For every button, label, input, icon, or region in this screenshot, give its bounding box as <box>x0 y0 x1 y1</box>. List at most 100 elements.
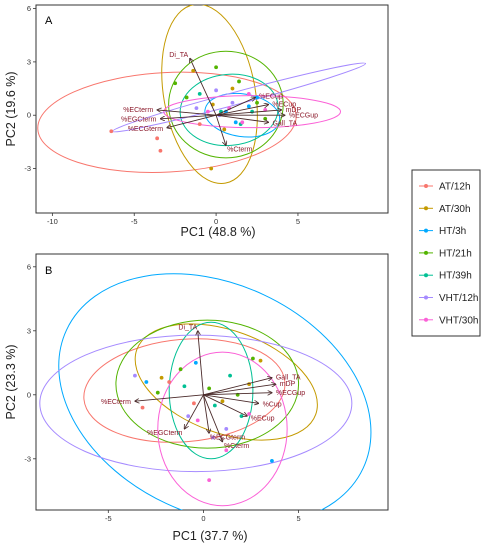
loading-arrow <box>203 394 258 404</box>
data-point-vht-30h <box>195 418 200 423</box>
confidence-ellipse-vht-30h <box>163 95 342 129</box>
data-point-vht-12h <box>211 435 215 440</box>
legend-item: AT/12h <box>419 182 471 193</box>
legend-item: VHT/30h <box>419 315 478 326</box>
data-point-at-30h <box>191 68 196 73</box>
data-point-at-12h <box>109 129 114 134</box>
y-tick-label: 3 <box>27 326 31 335</box>
data-point-ht-3h <box>270 459 274 463</box>
data-point-ht-3h <box>193 360 198 365</box>
legend-swatch-dot <box>424 250 428 255</box>
data-point-vht-30h <box>206 109 210 114</box>
data-point-at-30h <box>209 166 214 171</box>
loading-label: %EGCterm <box>121 117 157 124</box>
data-point-vht-12h <box>186 414 191 419</box>
data-point-vht-30h <box>207 478 212 483</box>
loading-label: %ECGterm <box>128 126 164 133</box>
loading-label: %ECup <box>259 93 283 100</box>
data-point-ht-39h <box>228 373 232 378</box>
legend-swatch-dot <box>424 206 428 211</box>
legend-swatch-dot <box>424 273 428 278</box>
loading-arrow <box>157 110 217 116</box>
data-point-at-30h <box>230 86 235 91</box>
legend-items: AT/12h AT/30h HT/3h HT/21h HT/39h VHT/12h VHT/… <box>419 182 478 326</box>
data-point-at-12h <box>155 136 160 141</box>
data-point-vht-12h <box>133 373 137 378</box>
loading-arrow <box>215 115 226 145</box>
loading-label: %ECGup <box>276 390 305 397</box>
y-tick-label: 6 <box>27 4 31 13</box>
loading-label: %ECterm <box>123 107 153 114</box>
x-tick-label: -5 <box>131 217 138 226</box>
panel-b-y-axis-title: PC2 (23.3 %) <box>4 344 18 419</box>
y-tick-label: 0 <box>27 390 31 399</box>
loading-arrow <box>216 105 268 116</box>
loading-label: %Cterm <box>227 147 252 154</box>
legend-item: VHT/12h <box>419 293 478 304</box>
data-point-ht-21h <box>214 65 218 70</box>
data-point-ht-21h <box>251 356 255 361</box>
loading-arrow <box>216 114 268 122</box>
data-point-at-12h <box>167 380 172 384</box>
loading-arrow <box>184 394 204 429</box>
confidence-ellipse-at-12h <box>37 71 297 174</box>
loading-arrow <box>203 393 271 395</box>
data-point-ht-3h <box>144 380 149 384</box>
panel-a-frame <box>35 4 389 214</box>
loading-label: %ECup <box>251 415 275 422</box>
y-tick-label: 6 <box>27 262 31 271</box>
loading-label: %ECGterm <box>210 435 246 442</box>
data-point-at-12h <box>158 148 163 153</box>
confidence-ellipse-at-12h <box>83 338 286 443</box>
loading-label: %Cterm <box>224 443 249 450</box>
y-tick-label: 3 <box>27 57 31 66</box>
data-point-ht-21h <box>255 100 259 105</box>
loading-label: %ECterm <box>101 399 131 406</box>
loading-label: Gall_TA <box>272 120 297 127</box>
data-point-ht-21h <box>178 367 183 372</box>
loading-arrow <box>203 394 222 442</box>
x-tick-label: 5 <box>296 217 300 226</box>
legend-item: HT/21h <box>419 248 472 259</box>
loading-arrow <box>135 394 204 401</box>
data-point-vht-12h <box>230 100 235 105</box>
loading-arrow <box>203 384 275 396</box>
legend-swatch-dot <box>424 184 428 188</box>
data-point-at-30h <box>220 399 225 404</box>
data-point-ht-39h <box>197 91 202 96</box>
loading-label: %Cup <box>263 401 282 408</box>
panel-a-x-axis-title: PC1 (48.8 %) <box>180 225 255 239</box>
confidence-ellipse-vht-30h <box>157 351 288 507</box>
data-point-ht-21h <box>155 390 160 395</box>
data-point-vht-12h <box>214 88 218 93</box>
data-point-ht-3h <box>233 120 238 125</box>
confidence-ellipse-at-30h <box>161 5 258 185</box>
loading-arrow <box>160 114 217 119</box>
panel-a-y-axis-title: PC2 (19.6 %) <box>4 71 18 146</box>
legend-item: HT/3h <box>419 226 466 237</box>
legend-swatch-dot <box>424 295 428 300</box>
x-tick-label: 5 <box>296 514 300 523</box>
data-point-vht-12h <box>194 106 199 111</box>
loading-label: mDP <box>286 107 302 114</box>
panel-b-letter: B <box>45 265 52 277</box>
loading-label: %EGCterm <box>147 430 183 437</box>
loading-arrow <box>216 110 281 116</box>
data-point-ht-39h <box>250 109 255 114</box>
confidence-ellipse-ht-39h <box>168 321 254 460</box>
loading-label: Di_TA <box>178 324 197 331</box>
data-point-at-30h <box>258 358 263 363</box>
legend-label: VHT/12h <box>439 293 478 304</box>
loading-arrow <box>198 331 204 395</box>
y-tick-label: -3 <box>24 454 31 463</box>
confidence-ellipse-ht-3h <box>204 92 281 138</box>
data-point-ht-3h <box>246 104 251 109</box>
data-point-ht-39h <box>239 414 244 419</box>
legend-label: HT/3h <box>439 226 466 237</box>
panel-b-frame <box>35 253 389 511</box>
